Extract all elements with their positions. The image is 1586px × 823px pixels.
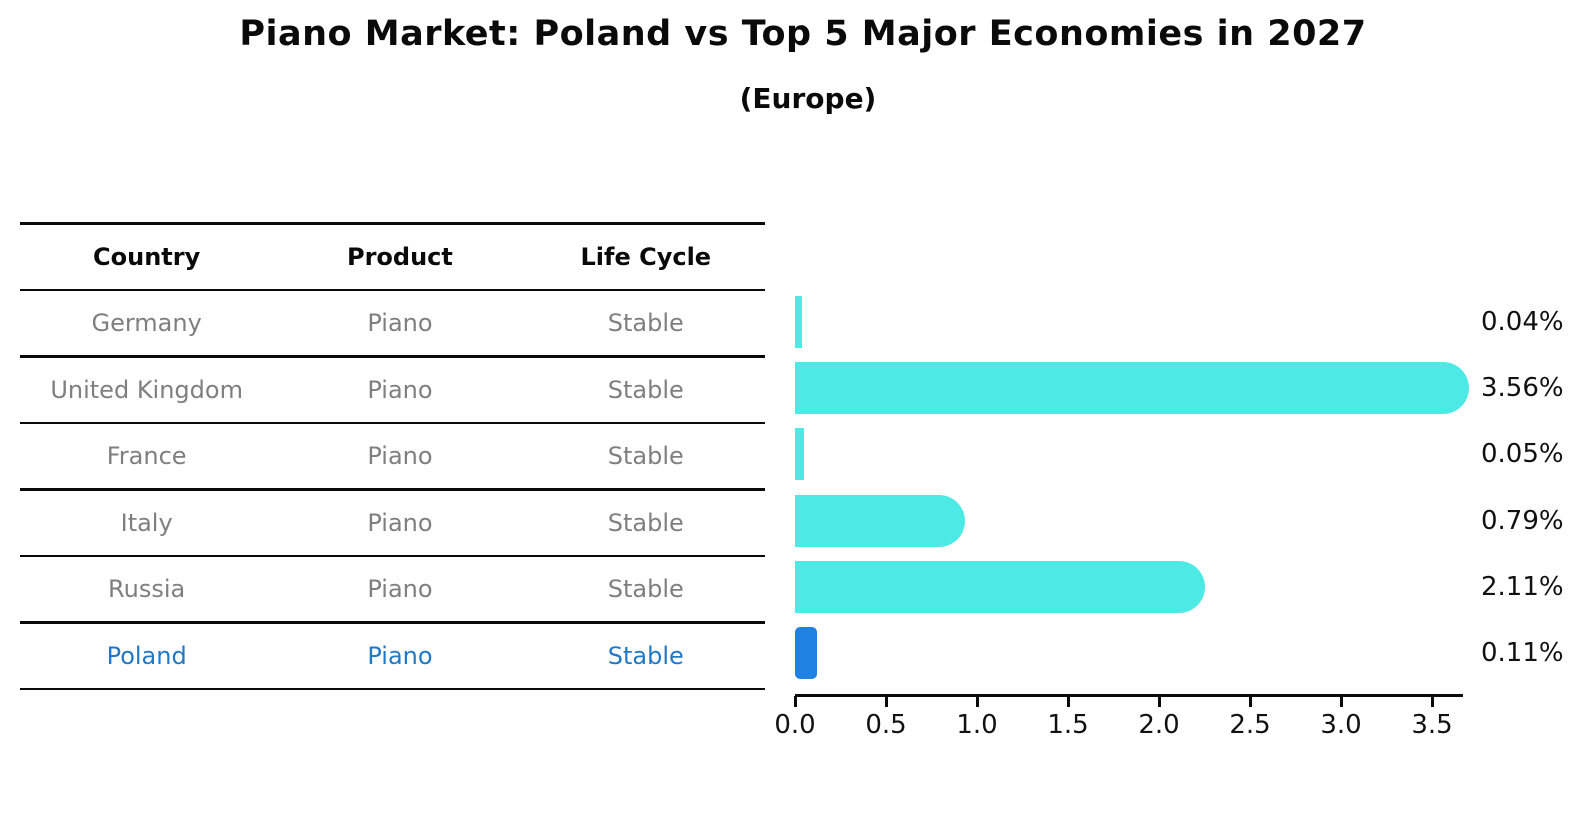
cell-product: Piano	[367, 575, 433, 603]
x-tick-label: 0.5	[865, 710, 907, 740]
table-header-divider	[20, 288, 765, 291]
x-tick-label: 3.5	[1411, 710, 1453, 740]
bar-france	[795, 428, 805, 481]
cell-product: Piano	[367, 375, 433, 404]
cell-life-cycle: Stable	[607, 508, 684, 537]
bar-germany	[795, 296, 803, 348]
value-label-united-kingdom: 3.56%	[1481, 373, 1564, 404]
cell-life-cycle: Stable	[607, 575, 684, 603]
chart-subtitle: (Europe)	[739, 82, 877, 115]
table-row-divider	[20, 687, 765, 690]
x-tick-label: 1.0	[956, 710, 998, 740]
bar-russia	[795, 560, 1206, 613]
x-tick-label: 0.0	[774, 710, 816, 740]
cell-country: Russia	[108, 575, 186, 603]
x-tick-label: 3.0	[1320, 710, 1362, 740]
bar-united-kingdom	[795, 362, 1469, 415]
bar-poland	[795, 627, 817, 679]
header-life-cycle: Life Cycle	[580, 242, 712, 271]
cell-product: Piano	[367, 641, 433, 670]
x-tick-mark	[1340, 696, 1343, 707]
table-row-poland: Poland Piano Stable	[20, 624, 765, 688]
value-label-russia: 2.11%	[1481, 571, 1564, 602]
x-tick-mark	[1431, 696, 1434, 707]
cell-product: Piano	[367, 508, 433, 537]
table-row-united-kingdom: United Kingdom Piano Stable	[20, 358, 765, 422]
table-row-russia: Russia Piano Stable	[20, 557, 765, 621]
x-tick-label: 1.5	[1047, 710, 1089, 740]
table-row-france: France Piano Stable	[20, 424, 765, 488]
bar-italy	[795, 494, 965, 547]
x-tick-mark	[1249, 696, 1252, 707]
cell-country: Italy	[120, 508, 173, 537]
value-label-poland: 0.11%	[1481, 638, 1564, 668]
cell-country: United Kingdom	[50, 375, 243, 404]
cell-product: Piano	[367, 442, 433, 470]
chart-title: Piano Market: Poland vs Top 5 Major Econ…	[239, 14, 1367, 54]
cell-country: Germany	[91, 309, 202, 337]
x-tick-mark	[976, 696, 979, 707]
table-body: Germany Piano Stable United Kingdom Piano Sta…	[20, 291, 765, 690]
table-top-border	[20, 222, 765, 225]
cell-life-cycle: Stable	[607, 641, 684, 670]
cell-country: Poland	[106, 641, 187, 670]
x-tick-mark	[1158, 696, 1161, 707]
cell-life-cycle: Stable	[607, 309, 684, 337]
table-row-divider	[20, 421, 765, 424]
cell-product: Piano	[367, 309, 433, 337]
table-header-row: Country Product Life Cycle	[20, 225, 765, 289]
value-label-france: 0.05%	[1481, 439, 1564, 470]
table-row-divider	[20, 554, 765, 557]
table-row-divider	[20, 621, 765, 624]
table-row-germany: Germany Piano Stable	[20, 291, 765, 355]
x-tick-label: 2.0	[1138, 710, 1180, 740]
cell-life-cycle: Stable	[607, 442, 684, 470]
value-label-italy: 0.79%	[1481, 505, 1564, 536]
header-country: Country	[93, 242, 201, 271]
table-row-divider	[20, 355, 765, 358]
x-axis-line	[795, 694, 1463, 697]
x-tick-mark	[885, 696, 888, 707]
x-tick-mark	[1067, 696, 1070, 707]
table-row-italy: Italy Piano Stable	[20, 491, 765, 555]
header-product: Product	[347, 242, 453, 271]
country-table: Country Product Life Cycle Germany Piano S…	[20, 222, 765, 690]
x-tick-label: 2.5	[1229, 710, 1271, 740]
x-tick-mark	[794, 696, 797, 707]
table-row-divider	[20, 488, 765, 491]
value-label-germany: 0.04%	[1481, 307, 1564, 337]
cell-life-cycle: Stable	[607, 375, 684, 404]
cell-country: France	[106, 442, 187, 470]
